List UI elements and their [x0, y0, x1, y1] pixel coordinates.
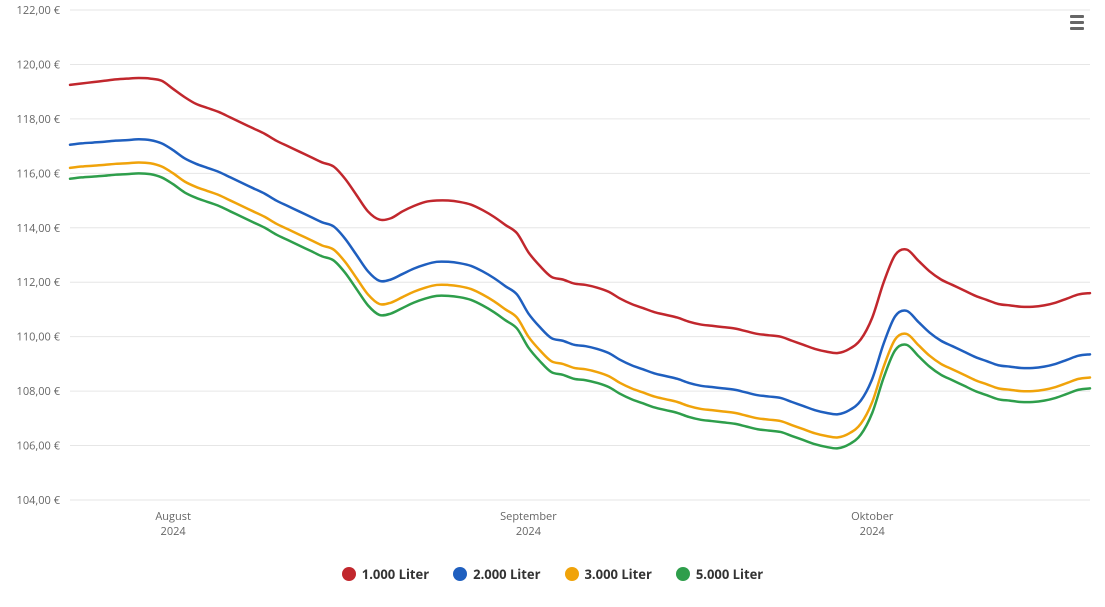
- y-axis-label: 104,00 €: [17, 493, 61, 508]
- legend-swatch: [565, 567, 579, 581]
- legend-item[interactable]: 3.000 Liter: [565, 565, 652, 583]
- chart-svg: 104,00 € 106,00 € 108,00 € 110,00 € 112,00 €…: [0, 0, 1105, 602]
- legend-label: 2.000 Liter: [473, 565, 540, 583]
- x-axis-label-year: 2024: [516, 524, 542, 539]
- x-axis-label-month: September: [500, 509, 557, 524]
- legend-swatch: [676, 567, 690, 581]
- y-axis-label: 112,00 €: [17, 275, 61, 290]
- y-axis-label: 114,00 €: [17, 221, 61, 236]
- chart-menu-button[interactable]: [1065, 10, 1089, 34]
- x-axis-label-year: 2024: [860, 524, 886, 539]
- y-axis-label: 106,00 €: [17, 439, 61, 454]
- legend-item[interactable]: 1.000 Liter: [342, 565, 429, 583]
- legend-item[interactable]: 2.000 Liter: [453, 565, 540, 583]
- x-axis-label-month: August: [155, 509, 191, 524]
- y-axis-label: 110,00 €: [17, 330, 61, 345]
- legend-label: 3.000 Liter: [585, 565, 652, 583]
- x-axis-label-month: Oktober: [851, 509, 894, 524]
- y-axis-label: 118,00 €: [17, 112, 61, 127]
- x-axis-label-year: 2024: [161, 524, 187, 539]
- chart-legend: 1.000 Liter 2.000 Liter 3.000 Liter 5.000 L…: [0, 565, 1105, 585]
- y-axis-label: 116,00 €: [17, 166, 61, 181]
- y-axis-label: 122,00 €: [17, 3, 61, 18]
- legend-item[interactable]: 5.000 Liter: [676, 565, 763, 583]
- legend-label: 1.000 Liter: [362, 565, 429, 583]
- price-chart: 104,00 € 106,00 € 108,00 € 110,00 € 112,00 €…: [0, 0, 1105, 602]
- series-line: [70, 173, 1090, 448]
- y-axis-label: 120,00 €: [17, 57, 61, 72]
- legend-swatch: [453, 567, 467, 581]
- legend-swatch: [342, 567, 356, 581]
- series-line: [70, 162, 1090, 437]
- legend-label: 5.000 Liter: [696, 565, 763, 583]
- y-axis-label: 108,00 €: [17, 384, 61, 399]
